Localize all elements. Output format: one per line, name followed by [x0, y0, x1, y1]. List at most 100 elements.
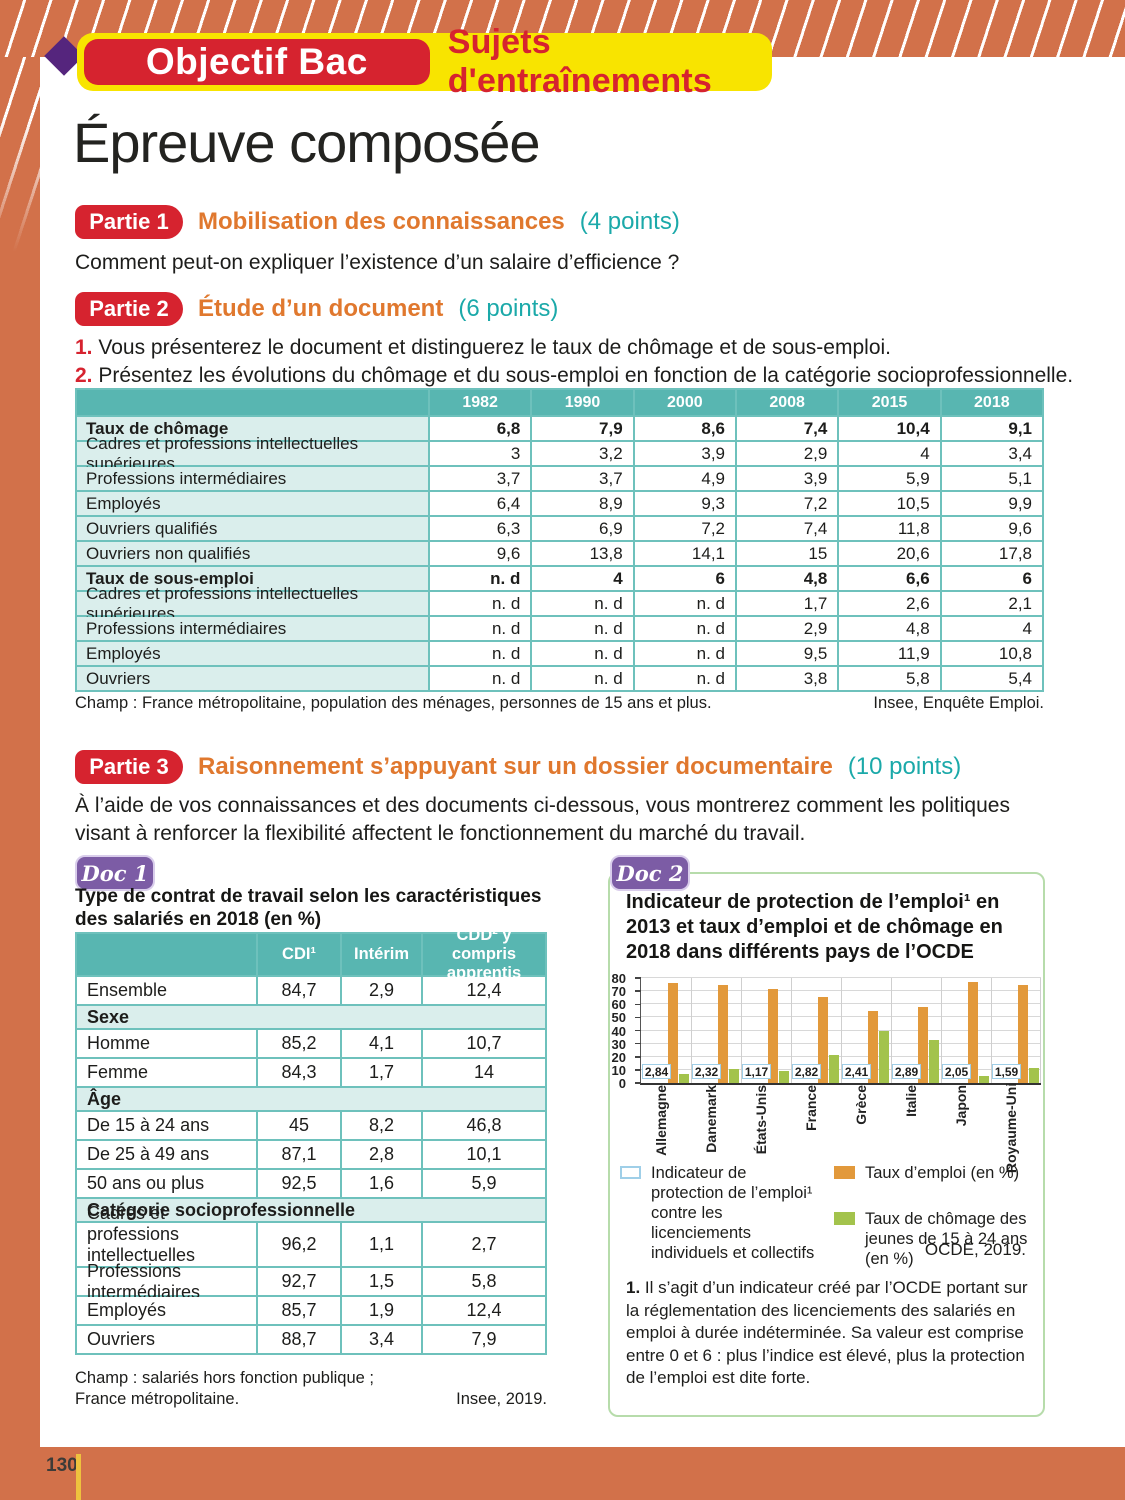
axis-tick	[635, 1069, 641, 1071]
value-cell: 1,5	[342, 1268, 421, 1295]
left-stripes-decoration	[0, 57, 40, 252]
value-cell: n. d	[532, 592, 633, 615]
protection-indicator-value: 2,05	[942, 1064, 971, 1079]
group-separator	[791, 978, 792, 1083]
value-cell: 17,8	[941, 542, 1042, 565]
value-cell: 5,8	[839, 667, 940, 690]
partie3-intro: À l’aide de vos connaissances et des doc…	[75, 794, 1010, 845]
row-label-cell: De 25 à 49 ans	[77, 1141, 256, 1168]
row-label-cell: Ouvriers non qualifiés	[77, 542, 428, 565]
value-cell: n. d	[430, 642, 531, 665]
year-header-cell: 1982	[430, 390, 531, 415]
value-cell: 9,9	[941, 492, 1042, 515]
y-axis-label: 20	[611, 1049, 626, 1065]
protection-indicator-value: 2,82	[792, 1064, 821, 1079]
table-champ-line2: France métropolitaine.	[75, 1390, 240, 1408]
value-cell: n. d	[532, 617, 633, 640]
employment-rate-bar	[768, 989, 778, 1083]
partie2-heading: Partie 2 Étude d’un document (6 points)	[75, 292, 558, 326]
value-cell: 13,8	[532, 542, 633, 565]
question-number: 1.	[75, 336, 93, 359]
year-header-cell: 2015	[839, 390, 940, 415]
question-text: Présentez les évolutions du chômage et d…	[98, 364, 1074, 387]
y-axis-label: 30	[611, 1036, 626, 1052]
protection-indicator-value: 2,32	[692, 1064, 721, 1079]
value-cell: 2,9	[737, 617, 838, 640]
value-cell: 1,7	[342, 1059, 421, 1086]
bottom-band	[0, 1447, 1125, 1500]
group-separator	[891, 978, 892, 1083]
country-label: Italie	[903, 1085, 919, 1117]
value-cell: n. d	[634, 642, 735, 665]
value-cell: 6,3	[430, 517, 531, 540]
banner-subtitle: Sujets d'entraînements	[447, 23, 712, 100]
section-cell: Âge	[77, 1088, 545, 1110]
value-cell: 3,7	[430, 467, 531, 490]
protection-indicator-value: 1,17	[742, 1064, 771, 1079]
page-number-tick	[76, 1454, 81, 1500]
country-label: France	[803, 1085, 819, 1131]
row-label-cell: Taux de sous-emploi	[77, 567, 428, 590]
value-cell: 4	[941, 617, 1042, 640]
page-title: Épreuve composée	[73, 111, 541, 174]
employment-rate-bar	[968, 981, 978, 1083]
value-cell: 7,4	[737, 517, 838, 540]
value-cell: 15	[737, 542, 838, 565]
axis-tick	[635, 977, 641, 979]
value-cell: n. d	[430, 617, 531, 640]
partie3-heading: Partie 3 Raisonnement s’appuyant sur un …	[75, 750, 961, 784]
doc2-chart-countries: Allemagne Danemark États-Unis France Grèce It…	[640, 1083, 1040, 1173]
value-cell: 9,3	[634, 492, 735, 515]
partie1-heading: Partie 1 Mobilisation des connaissances …	[75, 205, 680, 239]
row-label-cell: Cadres et professions intellectuelles su…	[77, 434, 428, 473]
doc2-chart-yaxis: 0 10 20 30 40 50 60 70 80	[604, 971, 636, 1091]
value-cell: 7,4	[737, 417, 838, 440]
doc1-table: CDI¹ Intérim CDD² y compris apprentis Ensem…	[75, 926, 547, 1355]
country-label: Danemark	[703, 1085, 719, 1153]
value-cell: 4,8	[737, 567, 838, 590]
value-cell: 7,2	[737, 492, 838, 515]
table-champ-line1: Champ : salariés hors fonction publique …	[75, 1369, 374, 1387]
value-cell: 3	[430, 442, 531, 465]
question-number: 2.	[75, 364, 93, 387]
youth-unemployment-swatch-icon	[834, 1212, 855, 1225]
row-label-cell: Ouvriers qualifiés	[77, 517, 428, 540]
value-cell: 3,4	[342, 1326, 421, 1353]
row-label-cell: Professions intermédiaires	[77, 617, 428, 640]
value-cell: 10,7	[423, 1030, 545, 1057]
header-cell: Intérim	[342, 934, 421, 975]
row-label-cell: De 15 à 24 ans	[77, 1112, 256, 1139]
year-header-cell: 2018	[941, 390, 1042, 415]
value-cell: 3,7	[532, 467, 633, 490]
employment-rate-bar	[868, 1010, 878, 1083]
value-cell: 4	[839, 442, 940, 465]
legend-label: Indicateur de protection de l’emploi¹ co…	[651, 1164, 815, 1262]
youth-unemployment-bar	[979, 1076, 989, 1083]
header-cell: CDI¹	[258, 934, 340, 975]
axis-tick	[635, 1082, 641, 1084]
value-cell: 6,6	[839, 567, 940, 590]
value-cell: 84,7	[258, 977, 340, 1004]
partie1-badge: Partie 1	[75, 205, 183, 239]
employment-rate-bar	[1018, 985, 1028, 1083]
value-cell: 2,9	[342, 977, 421, 1004]
doc1-table-footer: Champ : salariés hors fonction publique …	[75, 1368, 547, 1410]
footnote-text: Il s’agit d’un indicateur créé par l’OCD…	[626, 1278, 1028, 1387]
legend-item-chomage: Taux de chômage des jeunes de 15 à 24 an…	[834, 1209, 1039, 1269]
value-cell: 3,9	[737, 467, 838, 490]
doc2-badge: Doc 2	[610, 855, 690, 891]
employment-swatch-icon	[834, 1166, 855, 1179]
country-label: États-Unis	[753, 1085, 769, 1155]
legend-label: Taux de chômage des jeunes de 15 à 24 an…	[865, 1210, 1028, 1268]
partie1-points: (4 points)	[579, 208, 680, 235]
value-cell: 46,8	[423, 1112, 545, 1139]
table-champ: Champ : France métropolitaine, populatio…	[75, 694, 712, 712]
value-cell: 1,9	[342, 1297, 421, 1324]
legend-item-emploi: Taux d’emploi (en %)	[834, 1163, 1034, 1183]
value-cell: 20,6	[839, 542, 940, 565]
value-cell: 6,4	[430, 492, 531, 515]
value-cell: 3,4	[941, 442, 1042, 465]
top-striped-band	[0, 0, 1125, 57]
y-axis-label: 0	[618, 1076, 626, 1091]
